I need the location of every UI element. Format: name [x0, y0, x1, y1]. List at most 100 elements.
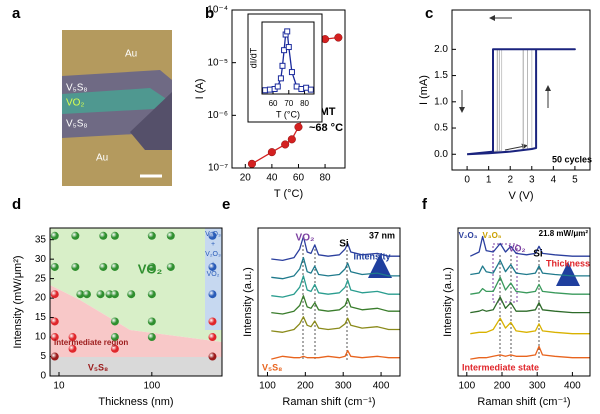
x-tick-label: 100 [143, 381, 160, 392]
point [127, 290, 136, 299]
x-tick-label: 0 [464, 175, 470, 186]
panel-letter: c [425, 5, 433, 22]
series-line [470, 276, 590, 295]
plot-frame [49, 227, 223, 377]
annotation: 21.8 mW/μm² [539, 229, 589, 238]
annotation: Intensity [353, 251, 390, 261]
point [208, 290, 217, 299]
point [166, 231, 175, 240]
point [50, 352, 59, 361]
label: Au [125, 49, 137, 60]
y-axis-label: dI/dT [248, 47, 258, 68]
plot-frame [457, 227, 591, 377]
x-tick-label: 100 [259, 381, 276, 392]
x-tick-label: 400 [564, 381, 581, 392]
series-line [271, 316, 400, 333]
point [166, 262, 175, 271]
annotation: ~68 °C [309, 122, 343, 134]
label: V₅S₈ [66, 83, 88, 94]
x-tick-label: 70 [284, 99, 293, 108]
x-tick-label: 200 [297, 381, 314, 392]
annotation: Thickness [546, 258, 590, 268]
y-tick-label: 10⁻⁵ [207, 57, 228, 68]
y-tick-label: 1.0 [434, 96, 448, 107]
series-line [466, 48, 576, 156]
point [208, 352, 217, 361]
x-tick-label: 80 [319, 173, 331, 184]
point [208, 333, 217, 342]
annotation: V₃O₅ [483, 231, 502, 240]
y-tick-label: 0.5 [434, 123, 448, 134]
point [50, 290, 59, 299]
y-axis-label: I (A) [194, 79, 206, 100]
y-tick-label: 0.0 [434, 149, 448, 160]
y-tick-label: 2.0 [434, 44, 448, 55]
series-line [271, 256, 400, 280]
annotation: 37 nm [369, 230, 395, 240]
y-tick-label: 20 [35, 293, 47, 304]
region-mixed [205, 228, 222, 330]
y-tick-label: 5 [40, 351, 46, 362]
marker [277, 75, 284, 82]
point [76, 290, 85, 299]
annotation: + [211, 261, 215, 268]
annotation: Si [533, 249, 543, 260]
annotation: VO₂ [207, 271, 220, 278]
series-line [470, 296, 590, 314]
point [96, 290, 105, 299]
guide-lines [302, 245, 540, 360]
x-tick-label: 40 [266, 173, 278, 184]
point [71, 231, 80, 240]
marker [247, 159, 256, 168]
annotation: VO₂ [508, 243, 525, 253]
point [110, 344, 119, 353]
panel-letter: f [422, 196, 428, 213]
x-axis-label: T (°C) [276, 109, 300, 119]
y-tick-label: 1.5 [434, 70, 448, 81]
x-tick-label: 400 [373, 381, 390, 392]
marker [281, 47, 288, 54]
label: Au [96, 153, 108, 164]
point [50, 262, 59, 271]
series-line [470, 235, 590, 257]
point [68, 333, 77, 342]
annotation: VO₂ [296, 233, 315, 244]
y-tick-label: 10⁻⁶ [207, 110, 228, 121]
plot-frame [261, 21, 315, 95]
x-tick-label: 3 [529, 175, 535, 186]
x-tick-label: 100 [458, 381, 475, 392]
x-axis-label: T (°C) [274, 188, 303, 200]
y-axis-label: Intensity (a.u.) [242, 267, 254, 337]
series-line [271, 275, 400, 298]
point [110, 262, 119, 271]
region-intermediate [50, 285, 222, 357]
y-axis-label: I (mA) [418, 75, 430, 105]
flake-dark [130, 92, 172, 150]
x-axis-label: Thickness (nm) [98, 396, 173, 408]
marker [288, 69, 295, 76]
point [99, 231, 108, 240]
point [110, 333, 119, 342]
point [147, 262, 156, 271]
plot-frame [231, 9, 346, 169]
x-tick-label: 300 [529, 381, 546, 392]
series-line [271, 349, 400, 360]
annotation: V₂O₃ [459, 231, 478, 240]
marker [267, 148, 276, 157]
plot-frame [451, 9, 591, 171]
annotation: Intermediate region [54, 338, 128, 347]
label: VO₂ [66, 98, 84, 109]
label: V₅S₈ [66, 119, 88, 130]
annotation: Intermediate state [462, 362, 539, 372]
panel-letter: d [12, 196, 21, 213]
marker [294, 122, 303, 132]
x-tick-label: 2 [507, 175, 513, 186]
y-tick-label: 15 [35, 312, 47, 323]
point [110, 317, 119, 326]
point [50, 333, 59, 342]
y-axis-label: Intensity (mW/μm²) [12, 255, 24, 348]
point [147, 290, 156, 299]
point [208, 231, 217, 240]
series-line [470, 259, 590, 277]
